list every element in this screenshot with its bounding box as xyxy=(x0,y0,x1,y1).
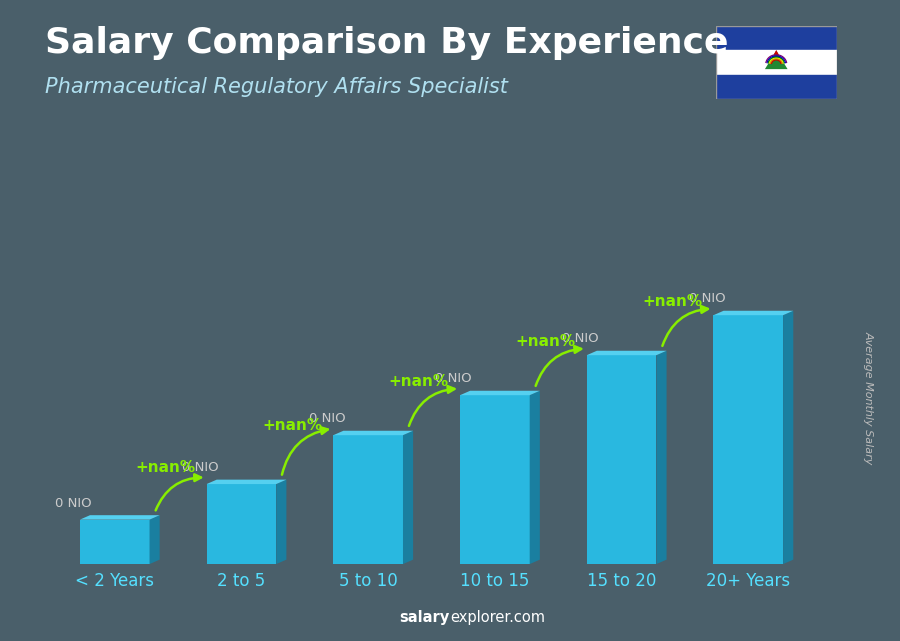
Bar xyxy=(716,26,837,50)
Bar xyxy=(333,435,403,564)
Text: Pharmaceutical Regulatory Affairs Specialist: Pharmaceutical Regulatory Affairs Specia… xyxy=(45,77,508,97)
Text: +nan%: +nan% xyxy=(516,333,576,349)
Bar xyxy=(716,75,837,99)
Polygon shape xyxy=(530,391,540,564)
Bar xyxy=(207,484,276,564)
Polygon shape xyxy=(149,515,159,564)
Text: +nan%: +nan% xyxy=(262,418,322,433)
Polygon shape xyxy=(765,51,788,69)
Bar xyxy=(460,395,530,564)
Bar xyxy=(587,355,656,564)
Text: 0 NIO: 0 NIO xyxy=(436,372,472,385)
Polygon shape xyxy=(333,431,413,435)
Text: salary: salary xyxy=(400,610,450,625)
Text: 0 NIO: 0 NIO xyxy=(309,412,346,426)
Text: Average Monthly Salary: Average Monthly Salary xyxy=(863,331,874,464)
Text: explorer.com: explorer.com xyxy=(450,610,545,625)
Polygon shape xyxy=(656,351,667,564)
Text: +nan%: +nan% xyxy=(643,294,702,308)
Polygon shape xyxy=(276,479,286,564)
Bar xyxy=(80,520,149,564)
Polygon shape xyxy=(783,311,793,564)
Text: +nan%: +nan% xyxy=(135,460,195,475)
Polygon shape xyxy=(587,351,667,355)
Text: 0 NIO: 0 NIO xyxy=(55,497,92,510)
Text: 0 NIO: 0 NIO xyxy=(182,462,219,474)
Text: Salary Comparison By Experience: Salary Comparison By Experience xyxy=(45,26,728,60)
Polygon shape xyxy=(714,311,793,315)
Polygon shape xyxy=(460,391,540,395)
Polygon shape xyxy=(80,515,159,520)
Bar xyxy=(716,50,837,75)
Text: 0 NIO: 0 NIO xyxy=(562,333,598,345)
Polygon shape xyxy=(774,50,778,54)
Text: +nan%: +nan% xyxy=(389,374,449,388)
Text: 0 NIO: 0 NIO xyxy=(688,292,725,305)
Bar xyxy=(714,315,783,564)
Polygon shape xyxy=(403,431,413,564)
Polygon shape xyxy=(207,479,286,484)
